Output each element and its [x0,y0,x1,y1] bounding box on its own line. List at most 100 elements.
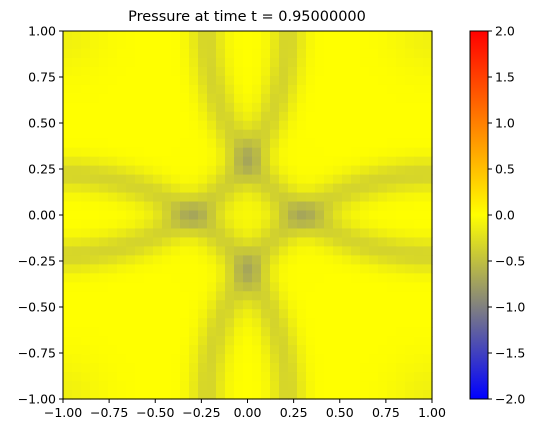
heatmap-cell [342,156,352,167]
heatmap-cell [414,129,424,140]
heatmap-cell [99,318,109,328]
heatmap-cell [63,336,73,346]
heatmap-cell [144,84,154,95]
heatmap-cell [270,165,280,176]
heatmap-cell [369,84,379,95]
heatmap-cell [288,255,298,265]
heatmap-cell [351,390,361,400]
heatmap-cell [180,228,190,239]
heatmap-cell [207,120,217,131]
heatmap-cell [306,354,316,364]
heatmap-cell [369,93,379,104]
heatmap-cell [306,390,316,400]
heatmap-cell [405,255,415,265]
heatmap-cell [333,345,343,355]
heatmap-cell [180,282,190,292]
heatmap-cell [279,255,289,265]
heatmap-cell [387,129,397,140]
heatmap-cell [171,48,181,59]
heatmap-cell [414,210,424,221]
heatmap-cell [99,48,109,59]
heatmap-cell [297,318,307,328]
heatmap-cell [126,282,136,292]
heatmap-cell [90,273,100,283]
heatmap-cell [234,93,244,104]
heatmap-cell [144,381,154,391]
heatmap-cell [207,165,217,176]
heatmap-cell [126,138,136,149]
heatmap-cell [189,174,199,185]
heatmap-cell [243,165,253,176]
heatmap-cell [243,39,253,50]
heatmap-cell [135,192,145,203]
heatmap-cell [351,237,361,248]
heatmap-cell [252,291,262,301]
heatmap-cell [342,219,352,230]
heatmap-cell [288,138,298,149]
heatmap-cell [153,381,163,391]
heatmap-cell [189,165,199,176]
heatmap-cell [207,219,217,230]
heatmap-cell [207,318,217,328]
heatmap-cell [81,282,91,292]
heatmap-cell [288,165,298,176]
heatmap-cell [306,165,316,176]
heatmap-cell [81,111,91,122]
heatmap-cell [63,147,73,158]
heatmap-cell [135,165,145,176]
heatmap-cell [342,192,352,203]
heatmap-cell [252,318,262,328]
heatmap-cell [180,111,190,122]
heatmap-cell [72,31,82,41]
heatmap-cell [72,75,82,86]
heatmap-cell [252,264,262,274]
heatmap-cell [99,75,109,86]
x-tick-label: −0.50 [136,405,174,420]
heatmap-cell [405,174,415,185]
heatmap-cell [162,264,172,274]
heatmap-cell [99,336,109,346]
heatmap-cell [261,192,271,203]
heatmap-cell [405,282,415,292]
heatmap-cell [288,57,298,68]
heatmap-cell [288,93,298,104]
heatmap-cell [198,111,208,122]
heatmap-cell [369,273,379,283]
heatmap-cell [180,48,190,59]
heatmap-cell [72,255,82,265]
heatmap-cell [351,246,361,256]
heatmap-cell [297,138,307,149]
heatmap-cell [72,120,82,131]
heatmap-cell [378,219,388,230]
heatmap-cell [90,228,100,239]
heatmap-cell [396,84,406,95]
heatmap-cell [243,327,253,337]
heatmap-cell [117,174,127,185]
heatmap-cell [234,318,244,328]
heatmap-cell [99,120,109,131]
heatmap-cell [153,210,163,221]
heatmap-cell [207,57,217,68]
heatmap-cell [108,210,118,221]
heatmap-cell [126,264,136,274]
heatmap-cell [108,201,118,212]
heatmap-cell [315,93,325,104]
heatmap-cell [414,327,424,337]
heatmap-cell [360,237,370,248]
heatmap-cell [306,291,316,301]
heatmap-cell [333,192,343,203]
heatmap-cell [414,201,424,212]
heatmap-cell [243,210,253,221]
heatmap-cell [63,219,73,230]
heatmap-cell [252,120,262,131]
heatmap-cell [81,345,91,355]
heatmap-cell [108,273,118,283]
heatmap-cell [117,327,127,337]
colorbar-tick-label: −1.0 [495,300,525,315]
heatmap-cell [369,381,379,391]
heatmap-cell [306,48,316,59]
heatmap-cell [153,93,163,104]
heatmap-cell [315,273,325,283]
heatmap-cell [414,336,424,346]
heatmap-cell [270,363,280,373]
